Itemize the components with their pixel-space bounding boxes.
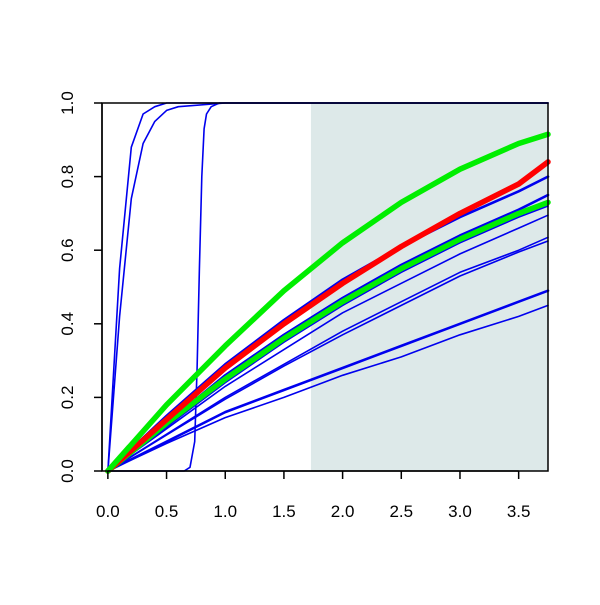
series-line-2: [107, 102, 549, 472]
x-tick-label: 0.5: [155, 502, 179, 521]
axes-layer: 0.0 0.5 1.0 1.5 2.0 2.5 3.0 3.5 0.0 0.2 0.4 0.6 0.8 1…: [58, 91, 530, 521]
y-tick-label: 0.2: [58, 386, 77, 410]
y-tick-label: 0.8: [58, 165, 77, 189]
series-line-11: [107, 304, 549, 472]
y-tick-label: 0.6: [58, 238, 77, 262]
x-tick-label: 3.5: [507, 502, 531, 521]
y-tick-label: 1.0: [58, 91, 77, 115]
series-line-3: [107, 102, 549, 472]
series-line-14: [105, 131, 551, 474]
series-line-4: [106, 175, 550, 473]
y-tick-label: 0.0: [58, 459, 77, 483]
series-line-6: [107, 205, 549, 472]
series-line-9: [107, 240, 549, 472]
series-line-13: [105, 159, 551, 474]
x-tick-label: 2.0: [331, 502, 355, 521]
series-layer: [105, 102, 551, 474]
series-line-12: [105, 199, 551, 474]
series-line-7: [107, 214, 549, 472]
x-tick-label: 1.0: [213, 502, 237, 521]
series-line-8: [107, 236, 549, 472]
series-line-10: [106, 289, 550, 473]
x-tick-label: 2.5: [389, 502, 413, 521]
x-tick-label: 3.0: [448, 502, 472, 521]
x-tick-label: 0.0: [96, 502, 120, 521]
y-tick-label: 0.4: [58, 312, 77, 336]
x-tick-label: 1.5: [272, 502, 296, 521]
